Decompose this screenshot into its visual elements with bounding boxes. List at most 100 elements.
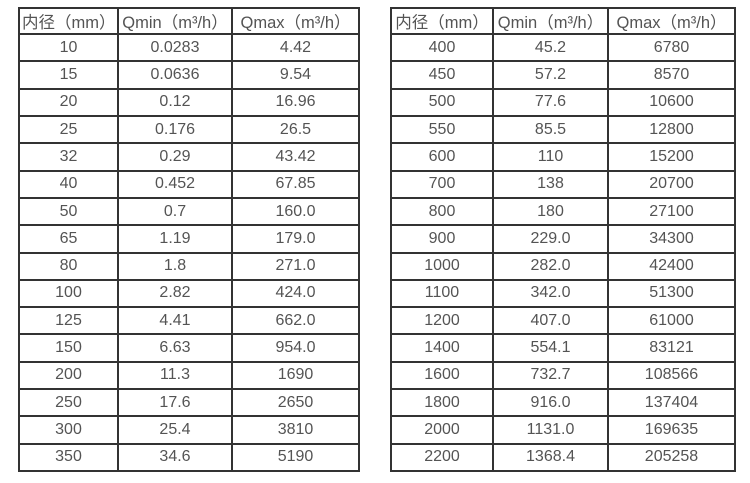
table-row: 1400 554.1 83121 bbox=[390, 333, 736, 363]
table-cell: 32 bbox=[18, 142, 119, 172]
table-cell: 65 bbox=[18, 224, 119, 254]
table-row: 1100 342.0 51300 bbox=[390, 278, 736, 309]
table-cell: 2.82 bbox=[117, 278, 233, 309]
table-cell: 4.41 bbox=[117, 306, 233, 336]
table-cell: 61000 bbox=[607, 306, 736, 336]
table-cell: 900 bbox=[390, 224, 494, 254]
table-cell: 1200 bbox=[390, 306, 494, 336]
table-cell: 17.6 bbox=[117, 388, 233, 418]
table-row: 150 6.63 954.0 bbox=[18, 333, 360, 363]
table-cell: 282.0 bbox=[492, 251, 609, 281]
table-row: 40 0.452 67.85 bbox=[18, 169, 360, 199]
table-cell: 125 bbox=[18, 306, 119, 336]
table-cell: 200 bbox=[18, 360, 119, 391]
table-cell: 43.42 bbox=[231, 142, 360, 172]
table-cell: 424.0 bbox=[231, 278, 360, 309]
table-cell: 662.0 bbox=[231, 306, 360, 336]
table-cell: 40 bbox=[18, 169, 119, 199]
table-row: 15 0.0636 9.54 bbox=[18, 60, 360, 90]
table-row: 800 180 27100 bbox=[390, 196, 736, 227]
table-cell: 6780 bbox=[607, 32, 736, 63]
table-cell: 0.29 bbox=[117, 142, 233, 172]
table-row: 400 45.2 6780 bbox=[390, 32, 736, 63]
flow-spec-table-right: 内径（mm） Qmin（m³/h） Qmax（m³/h） 400 45.2 6780 45… bbox=[390, 7, 736, 473]
table-cell: 1368.4 bbox=[492, 442, 609, 473]
table-header-row-right: 内径（mm） Qmin（m³/h） Qmax（m³/h） bbox=[390, 7, 736, 35]
table-cell: 550 bbox=[390, 114, 494, 145]
table-cell: 108566 bbox=[607, 360, 736, 391]
table-cell: 12800 bbox=[607, 114, 736, 145]
table-cell: 1600 bbox=[390, 360, 494, 391]
table-cell: 600 bbox=[390, 142, 494, 172]
table-row: 350 34.6 5190 bbox=[18, 442, 360, 473]
table-cell: 342.0 bbox=[492, 278, 609, 309]
table-row: 25 0.176 26.5 bbox=[18, 114, 360, 145]
table-cell: 20 bbox=[18, 87, 119, 117]
table-cell: 42400 bbox=[607, 251, 736, 281]
table-cell: 27100 bbox=[607, 196, 736, 227]
column-header: Qmin（m³/h） bbox=[492, 7, 609, 35]
table-cell: 1690 bbox=[231, 360, 360, 391]
table-cell: 3810 bbox=[231, 415, 360, 445]
table-row: 250 17.6 2650 bbox=[18, 388, 360, 418]
table-cell: 400 bbox=[390, 32, 494, 63]
table-cell: 700 bbox=[390, 169, 494, 199]
table-cell: 0.176 bbox=[117, 114, 233, 145]
table-cell: 110 bbox=[492, 142, 609, 172]
table-cell: 916.0 bbox=[492, 388, 609, 418]
column-header: 内径（mm） bbox=[390, 7, 494, 35]
table-cell: 800 bbox=[390, 196, 494, 227]
table-row: 32 0.29 43.42 bbox=[18, 142, 360, 172]
table-row: 300 25.4 3810 bbox=[18, 415, 360, 445]
table-row: 65 1.19 179.0 bbox=[18, 224, 360, 254]
table-cell: 1000 bbox=[390, 251, 494, 281]
table-cell: 25.4 bbox=[117, 415, 233, 445]
table-cell: 100 bbox=[18, 278, 119, 309]
table-cell: 138 bbox=[492, 169, 609, 199]
table-cell: 8570 bbox=[607, 60, 736, 90]
table-cell: 80 bbox=[18, 251, 119, 281]
table-row: 1000 282.0 42400 bbox=[390, 251, 736, 281]
table-cell: 9.54 bbox=[231, 60, 360, 90]
table-cell: 34300 bbox=[607, 224, 736, 254]
table-row: 500 77.6 10600 bbox=[390, 87, 736, 117]
table-header-row-left: 内径（mm） Qmin（m³/h） Qmax（m³/h） bbox=[18, 7, 360, 35]
table-row: 125 4.41 662.0 bbox=[18, 306, 360, 336]
table-cell: 5190 bbox=[231, 442, 360, 473]
table-cell: 0.0283 bbox=[117, 32, 233, 63]
table-cell: 271.0 bbox=[231, 251, 360, 281]
table-cell: 4.42 bbox=[231, 32, 360, 63]
flow-spec-table-left: 内径（mm） Qmin（m³/h） Qmax（m³/h） 10 0.0283 4.42 1… bbox=[18, 7, 360, 473]
table-row: 900 229.0 34300 bbox=[390, 224, 736, 254]
column-header: Qmax（m³/h） bbox=[607, 7, 736, 35]
table-cell: 1.19 bbox=[117, 224, 233, 254]
table-cell: 1400 bbox=[390, 333, 494, 363]
table-row: 50 0.7 160.0 bbox=[18, 196, 360, 227]
table-cell: 180 bbox=[492, 196, 609, 227]
table-cell: 450 bbox=[390, 60, 494, 90]
table-cell: 407.0 bbox=[492, 306, 609, 336]
table-cell: 25 bbox=[18, 114, 119, 145]
table-cell: 160.0 bbox=[231, 196, 360, 227]
table-cell: 11.3 bbox=[117, 360, 233, 391]
table-cell: 500 bbox=[390, 87, 494, 117]
table-row: 600 110 15200 bbox=[390, 142, 736, 172]
table-cell: 1800 bbox=[390, 388, 494, 418]
table-cell: 6.63 bbox=[117, 333, 233, 363]
table-cell: 137404 bbox=[607, 388, 736, 418]
table-row: 1600 732.7 108566 bbox=[390, 360, 736, 391]
table-cell: 350 bbox=[18, 442, 119, 473]
table-cell: 45.2 bbox=[492, 32, 609, 63]
table-cell: 10 bbox=[18, 32, 119, 63]
table-row: 700 138 20700 bbox=[390, 169, 736, 199]
table-cell: 34.6 bbox=[117, 442, 233, 473]
table-cell: 2000 bbox=[390, 415, 494, 445]
table-cell: 51300 bbox=[607, 278, 736, 309]
table-cell: 0.7 bbox=[117, 196, 233, 227]
table-cell: 67.85 bbox=[231, 169, 360, 199]
table-cell: 954.0 bbox=[231, 333, 360, 363]
table-cell: 150 bbox=[18, 333, 119, 363]
table-cell: 50 bbox=[18, 196, 119, 227]
table-cell: 15 bbox=[18, 60, 119, 90]
table-cell: 0.0636 bbox=[117, 60, 233, 90]
